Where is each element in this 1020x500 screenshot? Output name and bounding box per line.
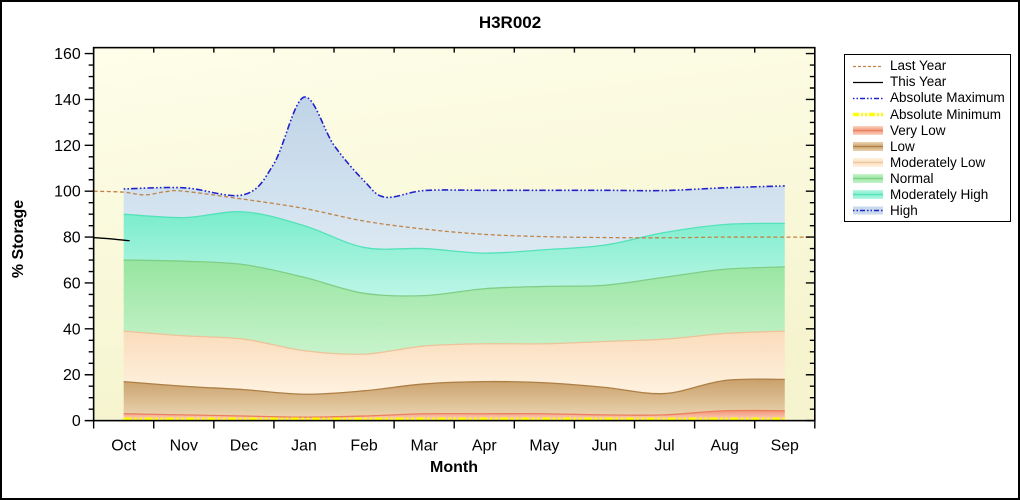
y-tick-label: 120 [54,138,81,155]
legend-swatch-absolute-minimum [853,112,883,117]
x-tick-label: Dec [230,437,258,454]
y-tick-label: 40 [63,321,81,338]
legend-item-label: Absolute Maximum [890,90,1005,106]
legend-swatch-moderately-low [853,158,883,168]
band-low [123,379,785,418]
legend-swatch-high [853,206,883,215]
legend-item: Low [845,138,1010,154]
axis-ticks [84,47,816,429]
legend-item: Absolute Minimum [845,106,1010,122]
y-tick-label: 80 [63,230,81,247]
band-edge-moderately_high_top [123,211,785,254]
legend-swatch-this-year [853,81,883,83]
y-axis-title: % Storage [10,199,27,279]
line-this-year [93,236,130,242]
band-edge-normal_top [123,259,785,297]
legend-item: Moderately Low [845,155,1010,171]
x-tick-label: Aug [710,437,738,454]
x-tick-label: Mar [410,437,438,454]
legend-item: Very Low [845,122,1010,138]
legend-item: Moderately High [845,187,1010,203]
legend-item-label: Normal [890,170,934,186]
x-tick-label: May [529,437,559,454]
y-tick-label: 0 [72,413,81,430]
legend-item-label: Last Year [890,58,947,74]
line-absolute-maximum [123,96,785,199]
legend: Last Year This Year Absolute Maximum Absolu… [844,54,1011,222]
band-moderately-low [123,331,785,395]
legend-item-label: High [890,203,918,219]
legend-item: High [845,203,1010,219]
legend-item: This Year [845,74,1010,90]
x-tick-label: Feb [350,437,378,454]
x-tick-label: Apr [472,437,497,454]
line-last-year [93,190,815,239]
band-edge-low_top [123,378,785,395]
legend-item-label: Moderately Low [890,154,986,170]
band-very-low [123,410,785,421]
band-normal [123,260,785,355]
legend-swatch-low [853,142,883,152]
x-tick-label: Sep [771,437,799,454]
legend-swatch-absolute-maximum [853,97,883,99]
legend-item: Last Year [845,58,1010,74]
y-tick-label: 140 [54,92,81,109]
x-tick-label: Jun [592,437,618,454]
legend-swatch-normal [853,174,883,184]
legend-item-label: Very Low [890,122,946,138]
legend-swatch-moderately-high [853,190,883,200]
legend-item: Normal [845,171,1010,187]
y-tick-label: 60 [63,275,81,292]
legend-item-label: Low [890,138,915,154]
y-tick-label: 20 [63,367,81,384]
legend-item-label: Absolute Minimum [890,106,1002,122]
legend-swatch-very-low [853,125,883,135]
x-tick-label: Jan [291,437,317,454]
band-edge-very_low_top [123,409,785,418]
x-tick-label: Jul [654,437,674,454]
y-tick-label: 160 [54,46,81,63]
legend-swatch-last-year [853,65,883,67]
chart-title: H3R002 [478,13,542,32]
x-axis-title: Month [430,459,478,476]
x-tick-label: Oct [111,437,136,454]
legend-item-label: Moderately High [890,187,989,203]
band-edge-moderately_low_top [123,330,785,355]
y-tick-label: 100 [54,184,81,201]
legend-item: Absolute Maximum [845,90,1010,106]
band-high [123,96,785,254]
band-moderately-high [123,211,785,297]
legend-item-label: This Year [890,74,947,90]
x-tick-label: Nov [170,437,198,454]
